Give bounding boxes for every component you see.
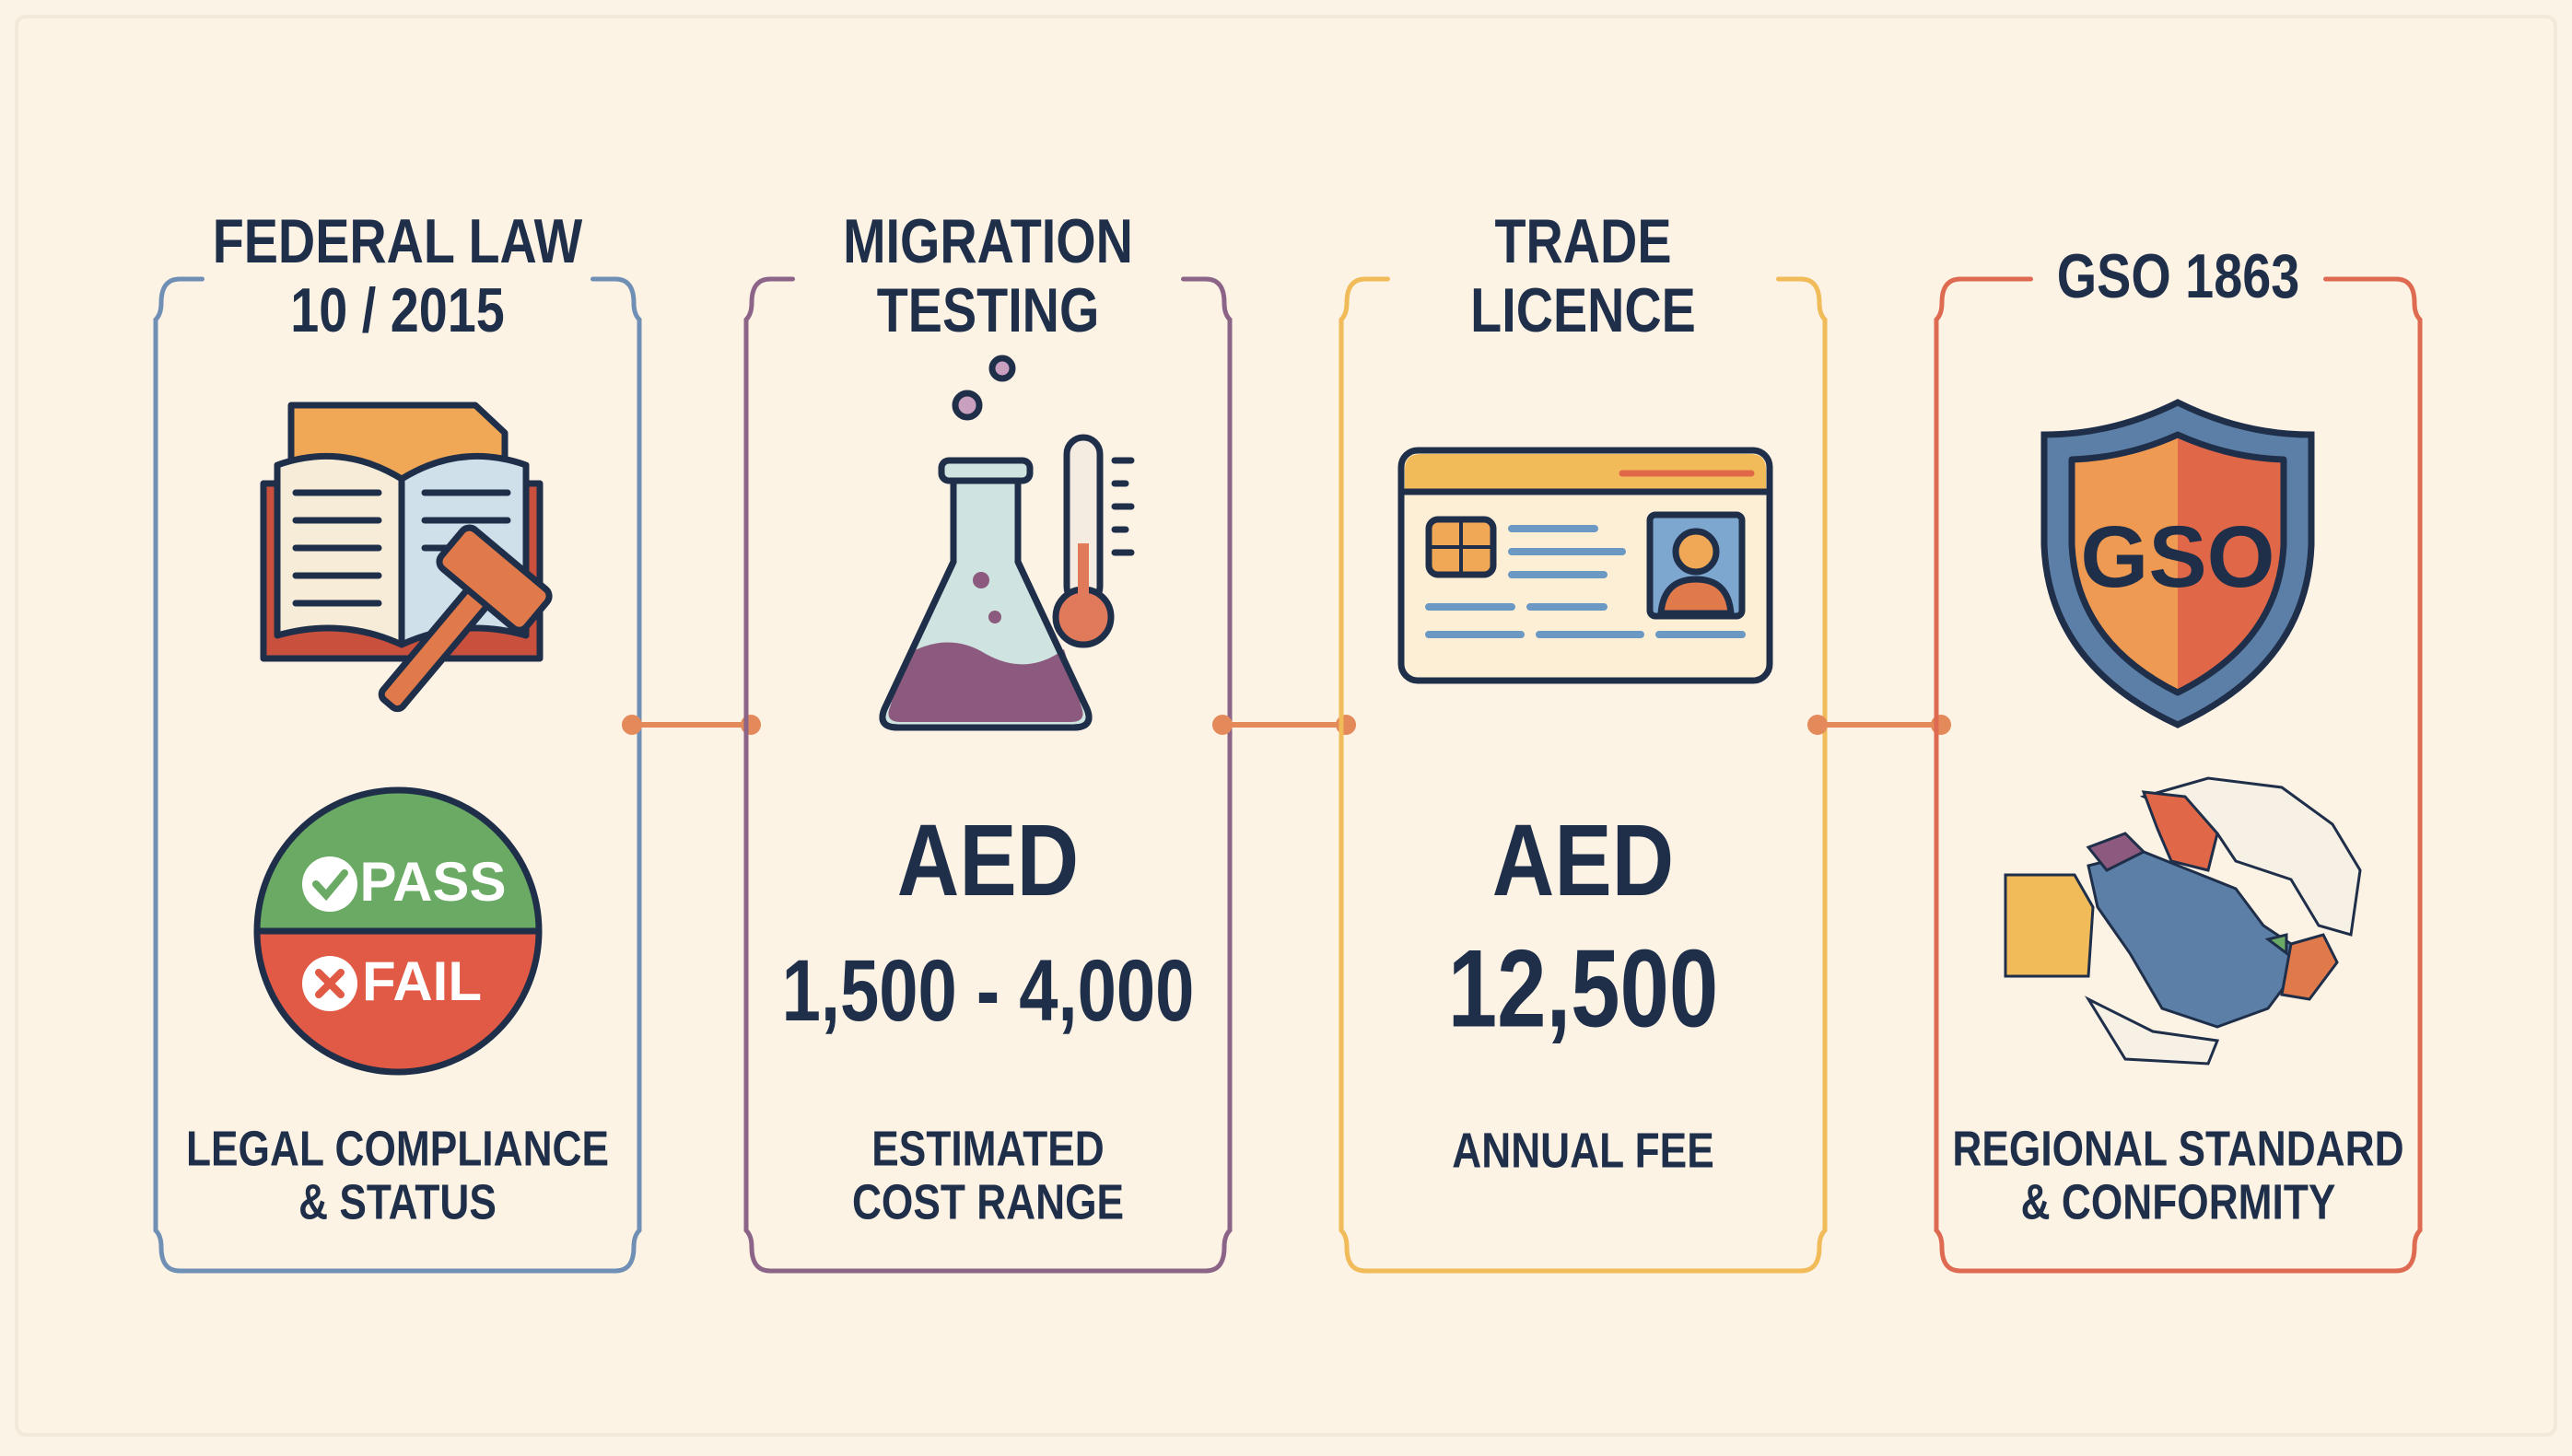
panel-title: TRADE: [1494, 207, 1671, 276]
panel-caption: REGIONAL STANDARD: [1952, 1121, 2403, 1176]
panel-frame: [743, 276, 1233, 1274]
law-book-icon: [260, 402, 553, 713]
amount-label: AED: [1492, 804, 1674, 917]
connector-dot: [622, 715, 642, 735]
panel-caption: ANNUAL FEE: [1452, 1123, 1713, 1178]
panel-frame: [153, 276, 642, 1274]
amount-value: 12,500: [1448, 928, 1719, 1052]
panel-caption: LEGAL COMPLIANCE: [186, 1121, 609, 1176]
fail-label: FAIL: [362, 950, 482, 1012]
panel-title: FEDERAL LAW: [213, 207, 583, 276]
panel-caption: & CONFORMITY: [2021, 1174, 2336, 1229]
panel-title: MIGRATION: [843, 207, 1133, 276]
panel-caption: & STATUS: [298, 1174, 497, 1229]
panel-title: 10 / 2015: [290, 276, 505, 345]
panel-frame: [1934, 276, 2423, 1274]
connector-dot: [1931, 715, 1951, 735]
licence-card-icon: [1397, 447, 1773, 684]
connector-dot: [741, 715, 761, 735]
pass-label: PASS: [360, 851, 507, 913]
amount-value: 1,500 - 4,000: [782, 942, 1195, 1040]
panel-title: LICENCE: [1470, 276, 1696, 345]
panel-title: TESTING: [877, 276, 1100, 345]
amount-label: AED: [897, 804, 1079, 917]
panel-caption: COST RANGE: [852, 1174, 1124, 1229]
panel-caption: ESTIMATED: [871, 1121, 1104, 1176]
panel-title: GSO 1863: [2057, 242, 2299, 311]
panel-frame: [1339, 276, 1828, 1274]
gso-shield-icon: GSO: [2040, 399, 2315, 728]
connector-dot: [1212, 715, 1233, 735]
flask-icon: [879, 355, 1135, 731]
connector-dot: [1336, 715, 1356, 735]
shield-label: GSO: [2080, 508, 2274, 606]
region-map-icon: [2004, 776, 2362, 1066]
connector-dot: [1807, 715, 1828, 735]
